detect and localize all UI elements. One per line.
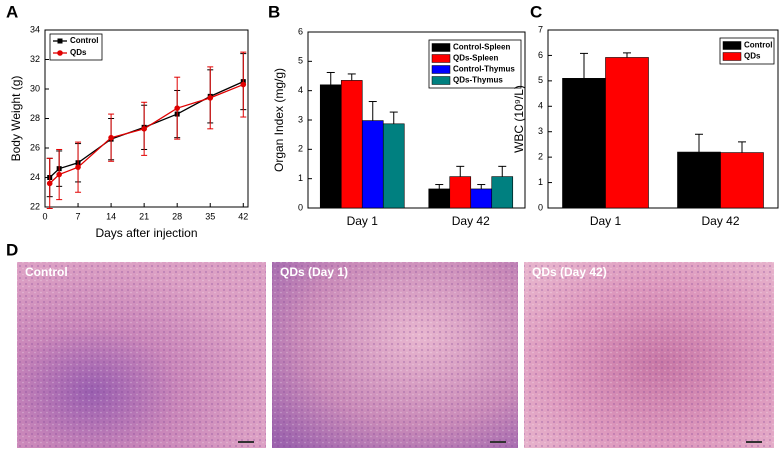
legend-label: QDs — [744, 52, 761, 61]
y-tick-label: 1 — [538, 177, 543, 187]
y-tick-label: 5 — [298, 56, 303, 66]
x-tick-label: Day 42 — [452, 214, 490, 228]
panel-label: A — [6, 2, 18, 21]
y-tick-label: 2 — [298, 144, 303, 154]
plot-frame — [547, 29, 779, 209]
bar — [677, 151, 721, 209]
x-tick-label: 21 — [139, 211, 149, 221]
y-tick-label: 1 — [298, 173, 303, 183]
legend-swatch — [431, 54, 451, 63]
y-tick-label: 2 — [538, 152, 543, 162]
point — [46, 180, 53, 187]
legend-label: QDs-Spleen — [453, 54, 498, 63]
histology-texture — [524, 262, 774, 448]
legend-swatch — [722, 52, 742, 61]
bar — [720, 152, 764, 209]
y-tick-label: 32 — [30, 54, 40, 64]
x-tick-label: 35 — [205, 211, 215, 221]
histology-texture — [17, 262, 266, 448]
y-tick-label: 4 — [298, 85, 303, 95]
x-axis-label: Days after injection — [95, 226, 197, 240]
legend-label: Control-Thymus — [453, 65, 515, 74]
x-tick-label: 7 — [76, 211, 81, 221]
scale-bar — [746, 441, 762, 443]
panel-label: C — [530, 2, 542, 21]
legend-marker — [57, 50, 63, 56]
legend-label: QDs — [70, 48, 87, 57]
y-axis-label: WBC (10⁹/L) — [512, 85, 526, 153]
x-tick-label: 0 — [42, 211, 47, 221]
y-tick-label: 6 — [298, 26, 303, 36]
image-caption: QDs (Day 42) — [532, 265, 607, 279]
bar — [449, 176, 472, 209]
y-tick-label: 3 — [298, 114, 303, 124]
x-tick-label: 42 — [238, 211, 248, 221]
image-caption: QDs (Day 1) — [280, 265, 348, 279]
legend-label: Control-Spleen — [453, 43, 510, 52]
legend-swatch — [722, 41, 742, 50]
y-axis-label: Organ Index (mg/g) — [272, 68, 286, 172]
bar — [491, 176, 514, 209]
y-tick-label: 0 — [538, 202, 543, 212]
point — [108, 134, 114, 141]
bar — [382, 123, 405, 209]
y-axis-label: Body Weight (g) — [9, 76, 23, 162]
legend-swatch — [431, 43, 451, 52]
y-tick-label: 24 — [30, 172, 40, 182]
legend-label: QDs-Thymus — [453, 76, 503, 85]
point — [240, 81, 247, 88]
y-tick-label: 26 — [30, 142, 40, 152]
y-tick-label: 34 — [30, 24, 40, 34]
plot-frame — [44, 29, 249, 208]
y-tick-label: 7 — [538, 24, 543, 34]
bar — [361, 120, 384, 209]
plot-frame — [307, 31, 526, 209]
x-tick-label: Day 1 — [590, 214, 622, 228]
legend-box — [49, 33, 103, 61]
y-tick-label: 22 — [30, 201, 40, 211]
y-tick-label: 4 — [538, 101, 543, 111]
point — [207, 95, 214, 101]
legend-marker — [57, 38, 63, 44]
x-tick-label: Day 1 — [347, 214, 379, 228]
point — [174, 105, 180, 111]
y-tick-label: 30 — [30, 83, 40, 93]
y-tick-label: 5 — [538, 75, 543, 85]
legend-swatch — [431, 65, 451, 74]
panel-label: D — [6, 240, 18, 259]
point — [75, 164, 81, 170]
scale-bar — [238, 441, 254, 443]
x-tick-label: 28 — [172, 211, 182, 221]
legend-label: Control — [70, 36, 98, 45]
legend-label: Control — [744, 41, 772, 50]
y-tick-label: 3 — [538, 126, 543, 136]
histology-texture — [272, 262, 518, 448]
line — [49, 83, 244, 184]
panel-label: B — [268, 2, 280, 21]
point — [141, 126, 147, 132]
y-tick-label: 6 — [538, 50, 543, 60]
y-tick-label: 0 — [298, 202, 303, 212]
point — [56, 171, 62, 178]
scale-bar — [490, 441, 506, 443]
y-tick-label: 28 — [30, 113, 40, 123]
image-caption: Control — [25, 265, 68, 279]
legend-swatch — [431, 76, 451, 85]
x-tick-label: Day 42 — [701, 214, 739, 228]
bar — [605, 57, 649, 209]
bar — [470, 188, 493, 209]
bar — [319, 84, 342, 209]
x-tick-label: 14 — [106, 211, 116, 221]
bar — [340, 80, 363, 209]
bar — [428, 188, 451, 209]
bar — [562, 78, 606, 209]
